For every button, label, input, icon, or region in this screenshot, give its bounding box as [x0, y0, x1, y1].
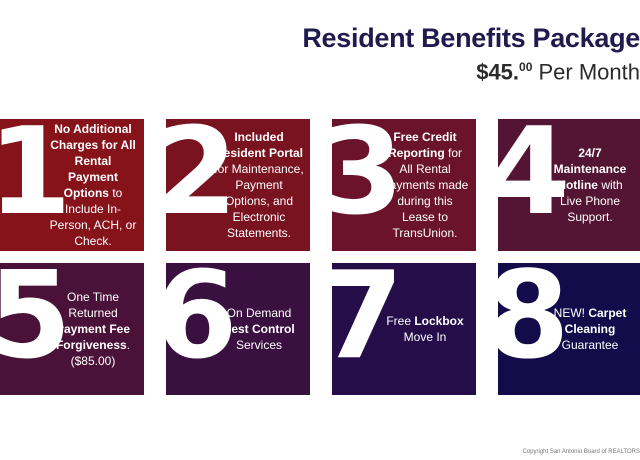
- benefit-card-8: 8 NEW! Carpet Cleaning Guarantee: [498, 263, 640, 395]
- benefit-text: On Demand Pest Control Services: [214, 263, 304, 395]
- benefit-plain-text: for All Rental Payments made during this…: [381, 146, 469, 240]
- benefit-text: NEW! Carpet Cleaning Guarantee: [546, 263, 634, 395]
- benefit-number: 8: [498, 263, 570, 386]
- benefit-card-7: 7 Free Lockbox Move In: [332, 263, 476, 395]
- benefit-bold-text: Payment Fee Forgiveness: [55, 322, 131, 352]
- benefit-bold-text: Included Resident Portal: [214, 130, 304, 160]
- benefit-text: Included Resident Portal for Maintenance…: [214, 119, 304, 251]
- price-period: Per Month: [532, 59, 640, 85]
- benefit-card-1: 1 No Additional Charges for All Rental P…: [0, 119, 144, 251]
- benefit-card-5: 5 One Time Returned Payment Fee Forgiven…: [0, 263, 144, 395]
- benefit-text: No Additional Charges for All Rental Pay…: [48, 119, 138, 251]
- benefit-card-6: 6 On Demand Pest Control Services: [166, 263, 310, 395]
- benefit-plain-text: Move In: [403, 330, 447, 344]
- benefit-plain-text: for Maintenance, Payment Options, and El…: [214, 162, 304, 240]
- benefit-bold-text: Free Credit Reporting: [387, 130, 457, 160]
- benefit-number: 4: [498, 119, 570, 242]
- benefit-text: One Time Returned Payment Fee Forgivenes…: [48, 263, 138, 395]
- benefit-plain-prefix: One Time Returned: [66, 290, 120, 320]
- benefit-plain-prefix: NEW!: [553, 306, 589, 320]
- price-cents: 00: [519, 60, 533, 74]
- benefit-number: 7: [332, 263, 404, 386]
- header: Resident Benefits Package $45.00 Per Mon…: [302, 22, 640, 85]
- benefit-number: 6: [166, 263, 238, 386]
- benefit-plain-text: with Live Phone Support.: [559, 178, 623, 224]
- copyright-text: Copyright San Antonio Board of REALTORS: [522, 449, 640, 455]
- benefit-plain-text: . ($85.00): [70, 338, 131, 368]
- benefit-card-4: 4 24/7 Maintenance Hotline with Live Pho…: [498, 119, 640, 251]
- benefit-number: 2: [166, 119, 238, 242]
- benefit-plain-prefix: Free: [386, 314, 415, 328]
- benefit-number: 3: [332, 119, 404, 242]
- benefit-bold-text: 24/7 Maintenance Hotline: [553, 146, 627, 192]
- benefit-plain-text: Services: [235, 338, 282, 352]
- benefit-plain-text: Guarantee: [561, 338, 619, 352]
- benefit-bold-text: No Additional Charges for All Rental Pay…: [50, 122, 136, 200]
- benefit-text: Free Credit Reporting for All Rental Pay…: [380, 119, 470, 251]
- benefit-text: 24/7 Maintenance Hotline with Live Phone…: [546, 119, 634, 251]
- benefit-plain-text: to Include In-Person, ACH, or Check.: [49, 186, 137, 248]
- price-line: $45.00 Per Month: [302, 54, 640, 85]
- benefit-text: Free Lockbox Move In: [380, 263, 470, 395]
- benefit-number: 1: [0, 119, 72, 242]
- benefit-bold-text: Lockbox: [414, 314, 464, 328]
- benefit-bold-text: Pest Control: [223, 322, 295, 336]
- page-title: Resident Benefits Package: [302, 23, 640, 53]
- benefit-bold-text: Carpet Cleaning: [564, 306, 627, 336]
- benefit-card-2: 2 Included Resident Portal for Maintenan…: [166, 119, 310, 251]
- benefit-card-3: 3 Free Credit Reporting for All Rental P…: [332, 119, 476, 251]
- price-amount: $45.: [476, 59, 520, 85]
- benefit-number: 5: [0, 263, 72, 386]
- benefit-plain-prefix: On Demand: [226, 306, 292, 320]
